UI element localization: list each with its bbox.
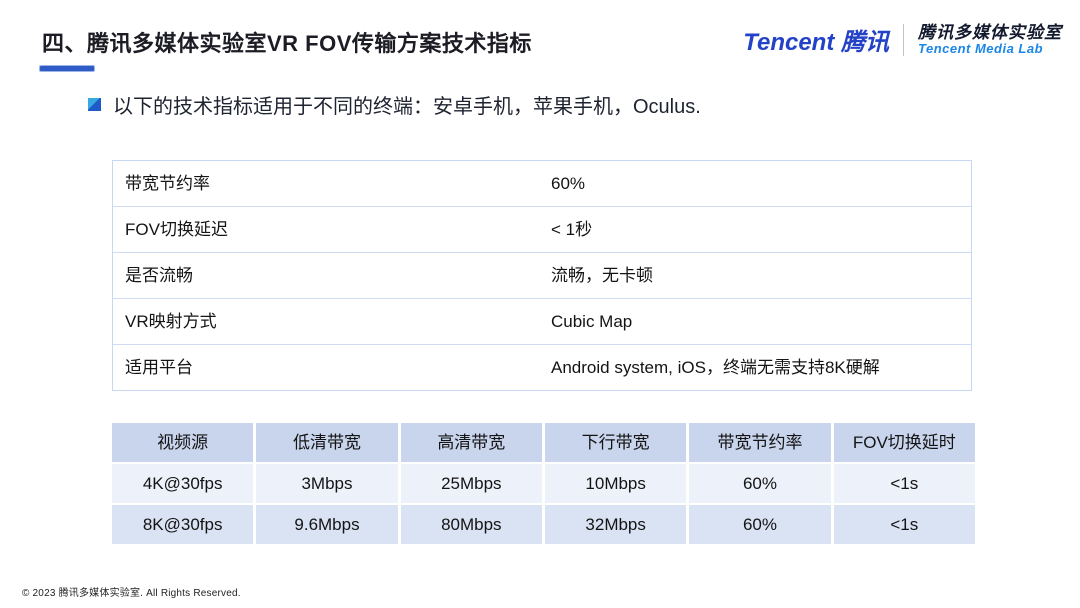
- title-underline: [40, 66, 94, 71]
- spec-label: 是否流畅: [125, 266, 193, 285]
- column-header: 带宽节约率: [689, 423, 831, 462]
- copyright-text: © 2023 腾讯多媒体实验室. All Rights Reserved.: [22, 588, 241, 599]
- column-header: 低清带宽: [256, 423, 398, 462]
- column-header: 高清带宽: [400, 423, 542, 462]
- table-cell: 8K@30fps: [112, 505, 254, 544]
- spec-value: Android system, iOS，终端无需支持8K硬解: [551, 358, 880, 377]
- column-header: 视频源: [112, 423, 254, 462]
- spec-table: 带宽节约率 60% FOV切换延迟 < 1秒 是否流畅 流畅，无卡顿 VR映射方…: [112, 160, 972, 391]
- spec-label: FOV切换延迟: [125, 220, 228, 239]
- spec-value: 流畅，无卡顿: [551, 266, 653, 285]
- bandwidth-table: 视频源 低清带宽 高清带宽 下行带宽 带宽节约率 FOV切换延时 4K@30fp…: [112, 423, 975, 544]
- spec-value: < 1秒: [551, 220, 593, 239]
- table-cell: 80Mbps: [400, 505, 542, 544]
- tencent-logo: Tencent 腾讯: [743, 29, 889, 56]
- media-lab-en-label: Tencent Media Lab: [918, 40, 1044, 56]
- table-row: 带宽节约率 60%: [113, 161, 971, 207]
- spec-label: 带宽节约率: [125, 174, 210, 193]
- table-row: FOV切换延迟 < 1秒: [113, 207, 971, 253]
- media-lab-cn-label: 腾讯多媒体实验室: [918, 22, 1062, 42]
- table-cell: 3Mbps: [256, 464, 398, 503]
- table-row: VR映射方式 Cubic Map: [113, 299, 971, 345]
- table-cell: 4K@30fps: [112, 464, 254, 503]
- spec-value: 60%: [551, 174, 586, 193]
- table-cell: 32Mbps: [544, 505, 687, 544]
- table-cell: 9.6Mbps: [256, 505, 398, 544]
- table-cell: 10Mbps: [544, 464, 687, 503]
- tencent-media-lab-logo: Tencent 腾讯 腾讯多媒体实验室 Tencent Media Lab: [743, 22, 1062, 57]
- table-row: 适用平台 Android system, iOS，终端无需支持8K硬解: [113, 345, 971, 390]
- table-cell: <1s: [833, 505, 975, 544]
- page-title: 四、腾讯多媒体实验室VR FOV传输方案技术指标: [42, 31, 532, 56]
- table-cell: 25Mbps: [400, 464, 542, 503]
- table-row: 是否流畅 流畅，无卡顿: [113, 253, 971, 299]
- spec-label: 适用平台: [125, 358, 193, 377]
- column-header: FOV切换延时: [833, 423, 975, 462]
- bullet-text: 以下的技术指标适用于不同的终端：安卓手机，苹果手机，Oculus.: [113, 96, 701, 118]
- spec-value: Cubic Map: [551, 312, 633, 331]
- bullet-line: 以下的技术指标适用于不同的终端：安卓手机，苹果手机，Oculus.: [88, 90, 701, 119]
- media-lab-wordmark: 腾讯多媒体实验室 Tencent Media Lab: [918, 22, 1062, 56]
- logo-divider: [903, 23, 904, 56]
- spec-label: VR映射方式: [125, 312, 217, 331]
- blue-square-bullet-icon: [88, 98, 101, 111]
- table-cell: 60%: [689, 464, 831, 503]
- table-cell: 60%: [689, 505, 831, 544]
- column-header: 下行带宽: [544, 423, 687, 462]
- table-cell: <1s: [833, 464, 975, 503]
